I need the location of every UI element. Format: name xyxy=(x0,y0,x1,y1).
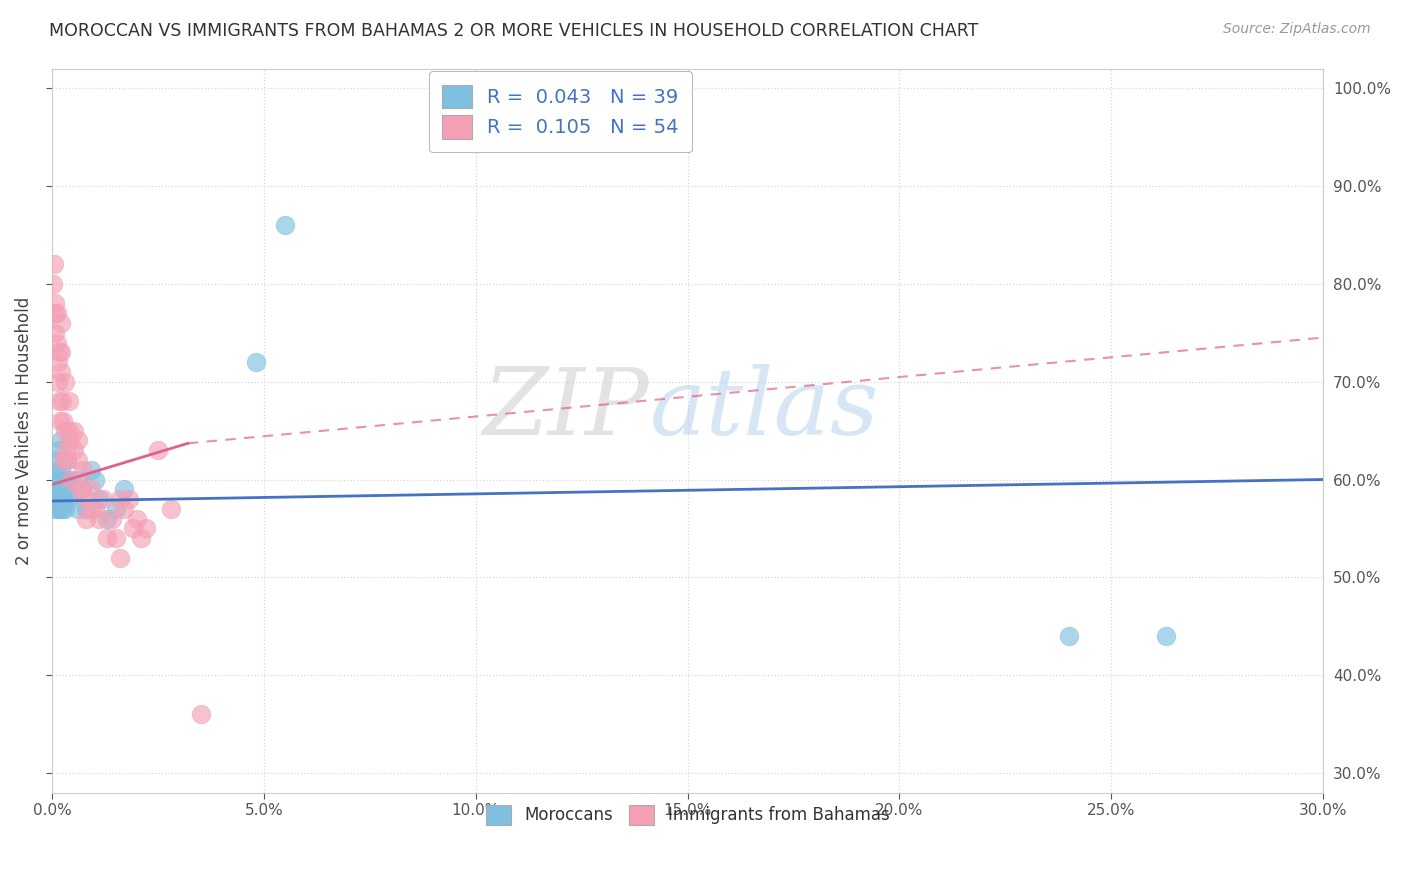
Point xyxy=(96,511,118,525)
Point xyxy=(108,492,131,507)
Point xyxy=(72,463,94,477)
Point xyxy=(112,501,135,516)
Point xyxy=(45,492,67,507)
Point xyxy=(46,473,69,487)
Point xyxy=(66,453,89,467)
Point xyxy=(274,218,297,232)
Point xyxy=(51,394,73,409)
Point xyxy=(49,365,72,379)
Point xyxy=(48,483,70,497)
Point xyxy=(58,394,80,409)
Point xyxy=(100,511,122,525)
Point xyxy=(79,483,101,497)
Point xyxy=(59,434,82,448)
Point xyxy=(46,355,69,369)
Point xyxy=(83,473,105,487)
Point xyxy=(118,492,141,507)
Point xyxy=(45,335,67,350)
Point xyxy=(75,511,97,525)
Point xyxy=(69,483,91,497)
Point xyxy=(160,501,183,516)
Point xyxy=(46,375,69,389)
Point xyxy=(53,375,76,389)
Point xyxy=(60,473,83,487)
Point xyxy=(42,277,65,291)
Point xyxy=(53,473,76,487)
Point xyxy=(56,453,79,467)
Point xyxy=(70,483,93,497)
Point xyxy=(60,473,83,487)
Point xyxy=(49,414,72,428)
Point xyxy=(79,501,101,516)
Point xyxy=(52,492,75,507)
Point xyxy=(58,492,80,507)
Point xyxy=(1154,629,1177,643)
Point xyxy=(66,434,89,448)
Point xyxy=(53,501,76,516)
Point xyxy=(49,316,72,330)
Point xyxy=(190,707,212,722)
Point xyxy=(87,492,110,507)
Point xyxy=(52,453,75,467)
Point xyxy=(44,483,66,497)
Point xyxy=(48,345,70,359)
Point xyxy=(48,394,70,409)
Point xyxy=(49,434,72,448)
Point xyxy=(58,424,80,438)
Point xyxy=(56,453,79,467)
Point xyxy=(135,521,157,535)
Point xyxy=(112,483,135,497)
Point xyxy=(62,443,84,458)
Point xyxy=(79,463,101,477)
Point xyxy=(44,326,66,340)
Y-axis label: 2 or more Vehicles in Household: 2 or more Vehicles in Household xyxy=(15,296,32,565)
Point xyxy=(51,473,73,487)
Point xyxy=(55,443,77,458)
Legend: Moroccans, Immigrants from Bahamas: Moroccans, Immigrants from Bahamas xyxy=(475,795,900,835)
Point xyxy=(66,501,89,516)
Point xyxy=(45,453,67,467)
Point xyxy=(83,501,105,516)
Point xyxy=(87,511,110,525)
Point xyxy=(122,521,145,535)
Point xyxy=(1057,629,1080,643)
Point xyxy=(49,492,72,507)
Text: ZIP: ZIP xyxy=(482,364,650,454)
Point xyxy=(75,492,97,507)
Text: Source: ZipAtlas.com: Source: ZipAtlas.com xyxy=(1223,22,1371,37)
Text: MOROCCAN VS IMMIGRANTS FROM BAHAMAS 2 OR MORE VEHICLES IN HOUSEHOLD CORRELATION : MOROCCAN VS IMMIGRANTS FROM BAHAMAS 2 OR… xyxy=(49,22,979,40)
Point xyxy=(51,501,73,516)
Point xyxy=(46,501,69,516)
Point xyxy=(108,550,131,565)
Point xyxy=(52,414,75,428)
Point xyxy=(49,463,72,477)
Point xyxy=(45,483,67,497)
Point xyxy=(62,424,84,438)
Point xyxy=(148,443,170,458)
Point xyxy=(53,483,76,497)
Point xyxy=(70,483,93,497)
Point xyxy=(127,511,149,525)
Point xyxy=(42,501,65,516)
Point xyxy=(45,306,67,320)
Point xyxy=(75,501,97,516)
Point xyxy=(44,463,66,477)
Point xyxy=(48,443,70,458)
Point xyxy=(104,531,127,545)
Point xyxy=(44,296,66,310)
Point xyxy=(245,355,267,369)
Point xyxy=(62,483,84,497)
Text: atlas: atlas xyxy=(650,364,879,454)
Point xyxy=(96,531,118,545)
Point xyxy=(42,257,65,271)
Point xyxy=(48,501,70,516)
Point xyxy=(53,424,76,438)
Point xyxy=(131,531,153,545)
Point xyxy=(49,345,72,359)
Point xyxy=(91,492,114,507)
Point xyxy=(104,501,127,516)
Point xyxy=(44,473,66,487)
Point xyxy=(44,306,66,320)
Point xyxy=(66,473,89,487)
